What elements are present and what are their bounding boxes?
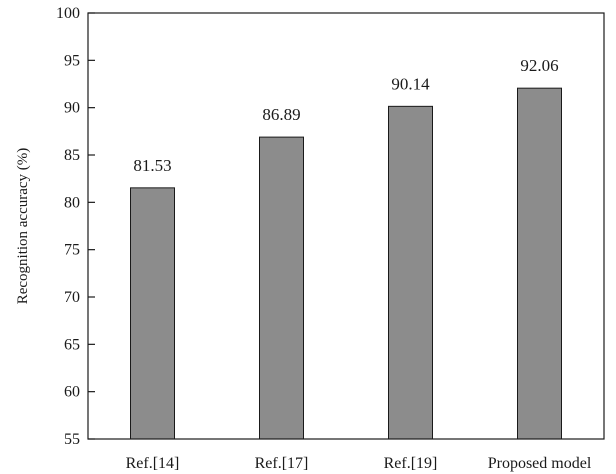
y-axis-title: Recognition accuracy (%) [15,148,31,305]
y-tick-label: 75 [64,242,80,259]
bar [388,105,433,440]
data-label: 92.06 [520,56,558,75]
y-tick-label: 90 [64,100,80,117]
y-tick-label: 100 [56,5,80,22]
y-tick-label: 70 [64,289,80,306]
y-tick-label: 80 [64,194,80,211]
y-tick-label: 55 [64,431,80,448]
bar [517,87,562,440]
y-tick-label: 65 [64,336,80,353]
x-tick-label: Ref.[14] [126,455,180,472]
data-label: 81.53 [133,156,171,175]
data-label: 86.89 [262,105,300,124]
x-tick-label: Proposed model [488,455,592,472]
y-tick-label: 85 [64,147,80,164]
bar [130,187,175,440]
y-tick-label: 60 [64,384,80,401]
y-axis: 55 60 65 70 75 80 85 90 95 100 [56,5,95,448]
y-tick-label: 95 [64,52,80,69]
x-tick-label: Ref.[17] [255,455,309,472]
data-labels-layer: 81.53 86.89 90.14 92.06 [133,56,558,175]
data-label: 90.14 [391,74,430,93]
plot-frame [87,12,605,440]
bars-layer [130,87,562,440]
bar [259,136,304,440]
x-axis: Ref.[14] Ref.[17] Ref.[19] Proposed model [126,455,592,472]
x-tick-label: Ref.[19] [384,455,438,472]
